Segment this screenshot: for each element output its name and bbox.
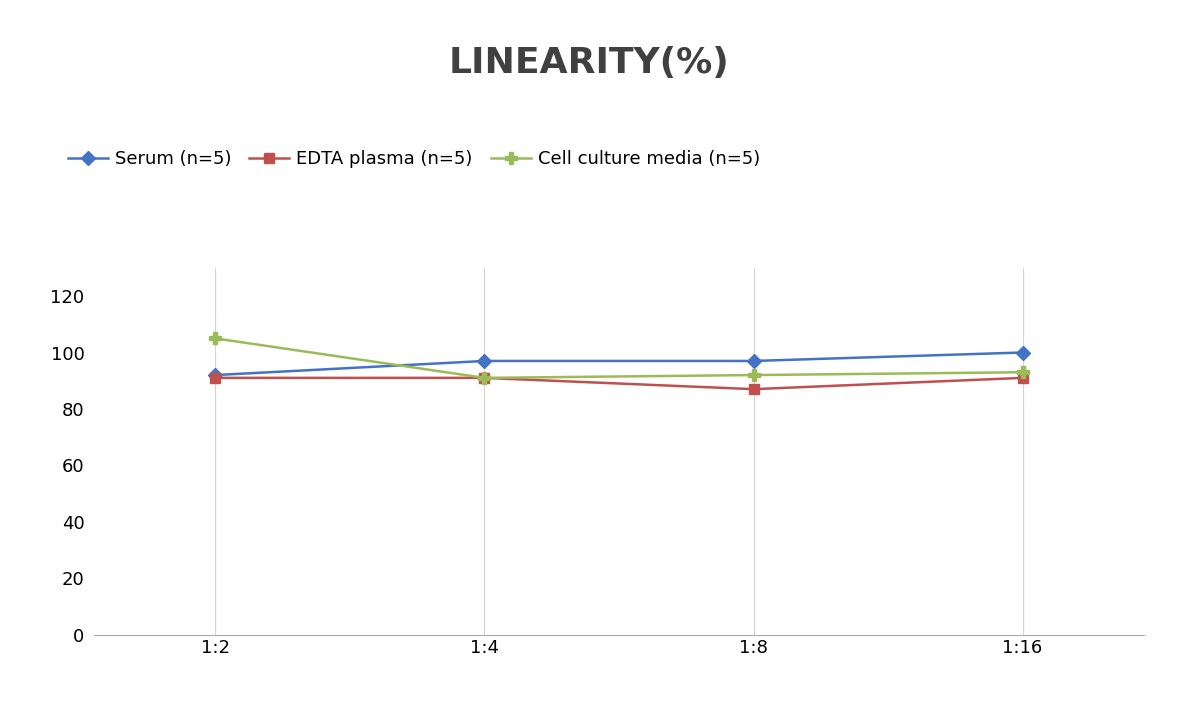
EDTA plasma (n=5) [209, 374, 223, 382]
Line: EDTA plasma (n=5): EDTA plasma (n=5) [211, 373, 1027, 394]
EDTA plasma (n=5) [746, 385, 760, 393]
Cell culture media (n=5) [1015, 368, 1029, 376]
Legend: Serum (n=5), EDTA plasma (n=5), Cell culture media (n=5): Serum (n=5), EDTA plasma (n=5), Cell cul… [68, 150, 760, 168]
Serum (n=5) [477, 357, 492, 365]
EDTA plasma (n=5) [477, 374, 492, 382]
Line: Cell culture media (n=5): Cell culture media (n=5) [210, 333, 1028, 384]
Cell culture media (n=5) [209, 334, 223, 343]
Cell culture media (n=5) [746, 371, 760, 379]
Serum (n=5) [1015, 348, 1029, 357]
EDTA plasma (n=5) [1015, 374, 1029, 382]
Cell culture media (n=5) [477, 374, 492, 382]
Serum (n=5) [209, 371, 223, 379]
Text: LINEARITY(%): LINEARITY(%) [449, 47, 730, 80]
Line: Serum (n=5): Serum (n=5) [211, 348, 1027, 380]
Serum (n=5) [746, 357, 760, 365]
